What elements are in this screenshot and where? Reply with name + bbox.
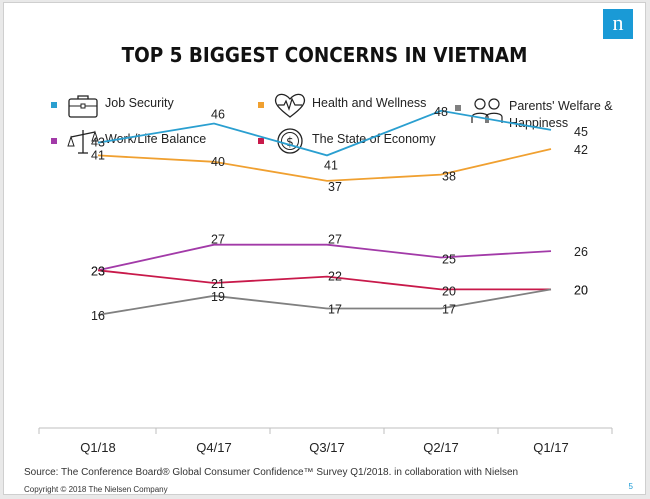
data-label-work-life-2: 27: [328, 233, 342, 247]
legend-label-economy: The State of Economy: [312, 132, 436, 146]
legend-work-life: Work/Life Balance: [51, 124, 241, 158]
nielsen-logo: n: [603, 9, 633, 39]
legend-label-health: Health and Wellness: [312, 96, 427, 110]
balance-scale-icon: [67, 130, 99, 154]
data-label-economy-3: 20: [442, 284, 456, 298]
legend-label-parents-line2: Happiness: [509, 116, 569, 130]
series-line-job-security: [97, 109, 552, 157]
data-label-economy-2: 22: [328, 270, 342, 284]
series-line-work-life: [97, 243, 552, 272]
data-label-job-security-2: 41: [324, 158, 338, 172]
page-number: 5: [628, 482, 633, 491]
data-label-job-security-1: 46: [211, 108, 225, 122]
legend-marker-parents: [455, 105, 461, 111]
x-tick-label-3: Q2/17: [423, 440, 458, 455]
data-label-health-0: 41: [91, 148, 105, 162]
data-label-parents-3: 17: [442, 303, 456, 317]
svg-text:$: $: [286, 135, 294, 149]
series-line-parents: [97, 288, 552, 316]
legend-marker-job-security: [51, 102, 57, 108]
copyright: Copyright © 2018 The Nielsen Company: [24, 485, 168, 494]
data-label-job-security-4: 45: [574, 125, 588, 139]
legend-parents: Parents' Welfare & Happiness: [455, 91, 645, 131]
legend-health: Health and Wellness: [258, 88, 458, 122]
slide: n TOP 5 BIGGEST CONCERNS IN VIETNAM Job …: [3, 2, 646, 495]
legend-label-job-security: Job Security: [105, 96, 174, 110]
source-note: Source: The Conference Board® Global Con…: [24, 467, 519, 478]
data-label-parents-2: 17: [328, 303, 342, 317]
data-label-health-4: 42: [574, 143, 588, 157]
data-label-work-life-4: 26: [574, 245, 588, 259]
legend-marker-economy: [258, 138, 264, 144]
data-label-work-life-1: 27: [211, 233, 225, 247]
briefcase-icon: [68, 95, 98, 118]
chart-title: TOP 5 BIGGEST CONCERNS IN VIETNAM: [121, 43, 528, 67]
data-label-parents-4: 20: [574, 283, 588, 297]
heartbeat-icon: [274, 93, 306, 118]
x-tick-label-0: Q1/18: [80, 440, 115, 455]
data-label-parents-0: 16: [91, 309, 105, 323]
data-label-health-2: 37: [328, 180, 342, 194]
data-label-job-security-0: 43: [91, 136, 105, 150]
data-label-health-3: 38: [442, 170, 456, 184]
legend-label-parents: Parents' Welfare &: [509, 99, 613, 113]
data-label-economy-0: 23: [91, 264, 105, 278]
x-tick-label-2: Q3/17: [309, 440, 344, 455]
x-tick-label-1: Q4/17: [196, 440, 231, 455]
data-label-health-1: 40: [211, 155, 225, 169]
legend-marker-work-life: [51, 138, 57, 144]
series-line-economy: [97, 269, 551, 291]
legend-job-security: Job Security: [51, 88, 241, 122]
data-label-work-life-0: 23: [91, 264, 105, 278]
data-label-job-security-3: 48: [434, 105, 448, 119]
series-line-health: [97, 148, 552, 182]
data-label-work-life-3: 25: [442, 253, 456, 267]
data-label-parents-1: 19: [211, 290, 225, 304]
line-chart: Q1/18 Q4/17 Q3/17 Q2/17 Q1/17 43 46 41 48 45 41 40 3…: [38, 105, 613, 455]
x-tick-label-4: Q1/17: [533, 440, 568, 455]
legend-label-work-life: Work/Life Balance: [105, 132, 207, 146]
data-label-economy-4: 20: [574, 283, 588, 297]
legend-marker-health: [258, 102, 264, 108]
data-label-economy-1: 21: [211, 277, 225, 291]
